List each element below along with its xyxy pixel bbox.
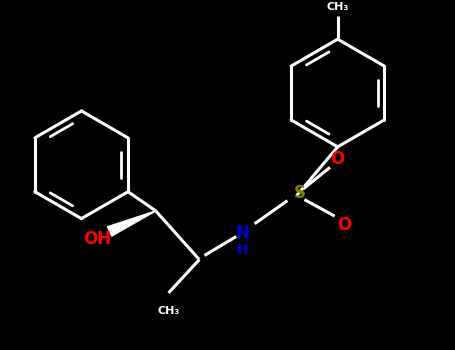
Text: OH: OH [83, 230, 111, 248]
Text: CH₃: CH₃ [157, 306, 180, 316]
Text: H: H [237, 243, 249, 257]
Text: S: S [293, 184, 305, 202]
Polygon shape [107, 211, 156, 236]
Text: O: O [331, 149, 345, 168]
Text: CH₃: CH₃ [327, 2, 349, 12]
Text: O: O [337, 216, 351, 234]
Text: N: N [236, 224, 250, 242]
